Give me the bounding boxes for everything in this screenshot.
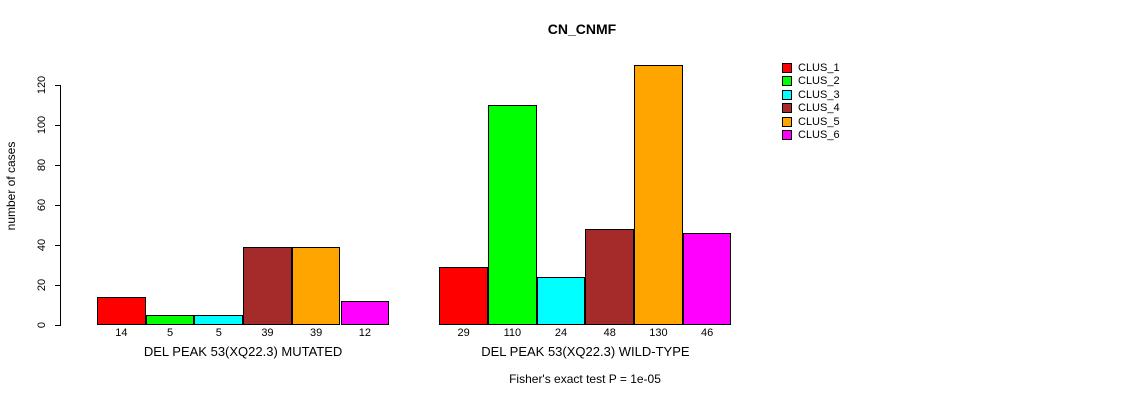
legend-label-clus_2: CLUS_2 xyxy=(798,75,840,88)
bar-value-label: 29 xyxy=(457,327,470,339)
y-tick-mark xyxy=(55,124,61,126)
legend-label-clus_5: CLUS_5 xyxy=(798,115,840,128)
bar-clus_6 xyxy=(682,233,732,325)
bar-clus_4 xyxy=(585,229,635,325)
legend-label-clus_6: CLUS_6 xyxy=(798,129,840,141)
bar-clus_1 xyxy=(97,297,146,325)
bar-value-label: 24 xyxy=(554,327,568,339)
legend-swatch-clus_4 xyxy=(782,103,792,114)
y-axis-label: number of cases xyxy=(4,141,18,231)
y-tick-mark xyxy=(55,204,61,206)
bar-clus_6 xyxy=(340,301,390,325)
group-axis-label: DEL PEAK 53(XQ22.3) MUTATED xyxy=(143,344,343,359)
bar-clus_4 xyxy=(243,247,292,325)
y-tick-label: 40 xyxy=(36,238,48,252)
legend-label-clus_4: CLUS_4 xyxy=(798,102,840,115)
y-tick-label: 60 xyxy=(36,198,48,212)
legend-swatch-clus_6 xyxy=(782,130,792,140)
bar-value-label: 46 xyxy=(701,327,714,339)
bar-clus_2 xyxy=(488,105,537,325)
y-tick-label: 100 xyxy=(36,115,48,135)
bar-value-label: 12 xyxy=(358,327,371,339)
legend-label-clus_1: CLUS_1 xyxy=(798,62,840,74)
bar-value-label: 5 xyxy=(166,327,174,339)
y-tick-mark xyxy=(55,164,61,166)
bar-value-label: 39 xyxy=(310,327,323,339)
fishers-test-annotation: Fisher's exact test P = 1e-05 xyxy=(509,372,661,386)
group-axis-label: DEL PEAK 53(XQ22.3) WILD-TYPE xyxy=(481,344,690,359)
bar-value-label: 5 xyxy=(215,327,222,339)
y-tick-mark xyxy=(55,324,61,326)
bar-clus_5 xyxy=(634,65,683,325)
y-tick-mark xyxy=(55,84,61,86)
y-tick-label: 20 xyxy=(36,278,48,292)
bar-clus_5 xyxy=(291,247,341,325)
y-tick-mark xyxy=(55,284,61,286)
chart-title: CN_CNMF xyxy=(547,21,617,37)
legend-swatch-clus_3 xyxy=(782,89,792,100)
legend-swatch-clus_2 xyxy=(782,76,792,87)
legend-swatch-clus_5 xyxy=(782,116,792,127)
legend-swatch-clus_1 xyxy=(782,63,792,73)
legend-label-clus_3: CLUS_3 xyxy=(798,88,840,101)
bar-value-label: 110 xyxy=(503,327,522,339)
y-tick-label: 0 xyxy=(36,321,48,329)
bar-clus_1 xyxy=(439,267,488,325)
bar-value-label: 130 xyxy=(649,327,668,339)
bar-clus_2 xyxy=(145,315,195,325)
y-tick-label: 120 xyxy=(36,75,48,95)
bar-clus_3 xyxy=(194,315,244,325)
bar-clus_3 xyxy=(536,277,586,325)
y-tick-mark xyxy=(55,244,61,246)
bar-value-label: 14 xyxy=(115,327,128,339)
y-tick-label: 80 xyxy=(36,158,48,172)
bar-value-label: 39 xyxy=(261,327,274,339)
y-axis-line xyxy=(60,85,61,326)
bar-value-label: 48 xyxy=(603,327,616,339)
